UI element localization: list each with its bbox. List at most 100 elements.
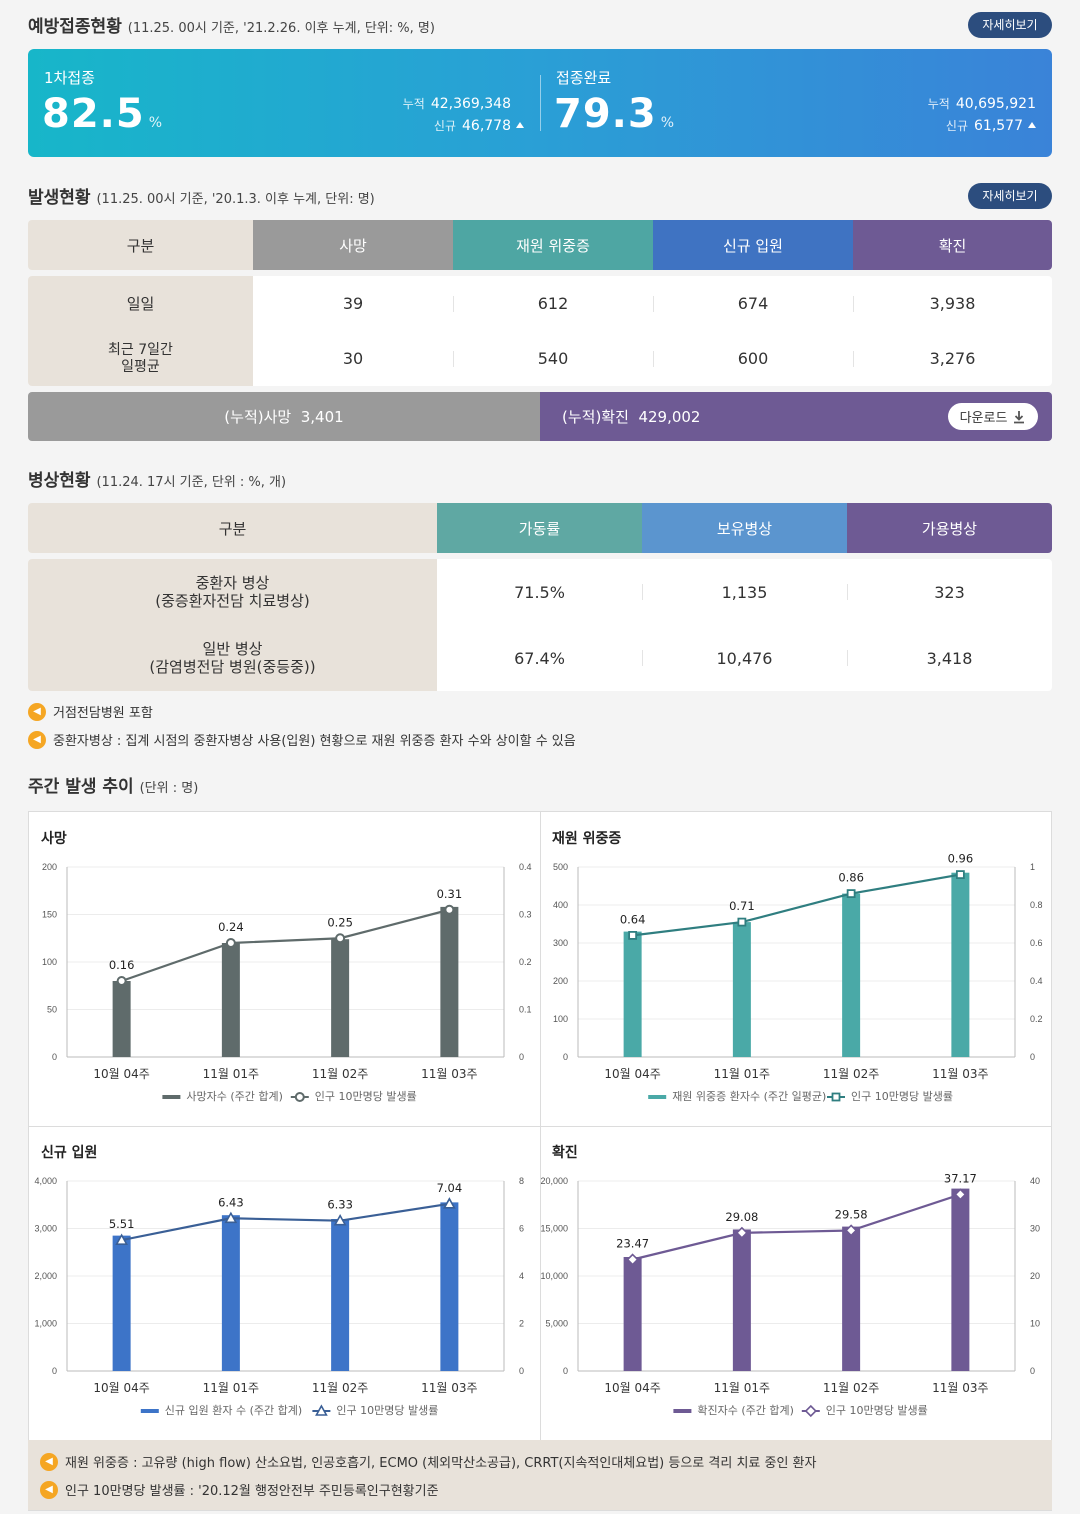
rate-marker xyxy=(315,1404,328,1416)
rate-line xyxy=(121,908,450,983)
new-value: 46,778 xyxy=(462,118,511,134)
y2-tick-label: 6 xyxy=(519,1224,524,1234)
vaccination-subtitle: (11.25. 00시 기준, '21.2.26. 이후 누계, 단위: %, … xyxy=(127,21,435,36)
legend-swatch-bar xyxy=(140,1409,159,1413)
row-label-daily: 일일 xyxy=(28,276,253,331)
y-tick-label: 0 xyxy=(563,1366,568,1376)
y-tick-label: 500 xyxy=(553,862,568,872)
beds-note-1: ◀ 거점전담병원 포함 xyxy=(28,702,153,721)
occurrence-title-text: 발생현황 xyxy=(28,188,91,208)
new-value: 61,577 xyxy=(974,118,1023,134)
legend-label: 신규 입원 환자 수 (주간 합계) xyxy=(165,1404,302,1417)
header-category: 구분 xyxy=(28,220,253,270)
beds-title-text: 병상현황 xyxy=(28,471,91,491)
cell-held-beds: 1,135 xyxy=(642,559,847,625)
table-row: 일반 병상 (감염병전담 병원(중등중)) 67.4% 10,476 3,418 xyxy=(28,625,1052,691)
bar xyxy=(623,931,642,1057)
x-tick-label: 11월 02주 xyxy=(823,1067,879,1081)
legend-label: 인구 10만명당 발생률 xyxy=(826,1404,928,1417)
download-button[interactable]: 다운로드 xyxy=(948,403,1038,430)
y-tick-label: 200 xyxy=(553,976,568,986)
rate-marker xyxy=(831,1092,841,1102)
cell-utilization: 71.5% xyxy=(514,582,565,602)
table-row: 최근 7일간 일평균 30 540 600 3,276 xyxy=(28,331,1052,386)
full-dose-label: 접종완료 xyxy=(556,69,612,87)
y2-tick-label: 0.4 xyxy=(519,862,532,872)
y2-tick-label: 8 xyxy=(519,1176,524,1186)
first-dose-cumulative: 누적 42,369,348 xyxy=(403,95,524,112)
cell-held-beds: 10,476 xyxy=(642,625,847,691)
y2-tick-label: 2 xyxy=(519,1319,524,1329)
y2-tick-label: 0.6 xyxy=(1030,938,1043,948)
rate-marker xyxy=(116,976,127,986)
y2-tick-label: 4 xyxy=(519,1271,524,1281)
rate-marker xyxy=(333,1214,347,1226)
header-severe: 재원 위중증 xyxy=(453,220,653,270)
legend-label: 인구 10만명당 발생률 xyxy=(336,1404,438,1417)
table-row: 중환자 병상 (중증환자전담 치료병상) 71.5% 1,135 323 xyxy=(28,559,1052,625)
y2-tick-label: 0.4 xyxy=(1030,976,1043,986)
up-arrow-icon xyxy=(1028,122,1036,128)
bar xyxy=(623,1257,642,1371)
first-dose-rate-value: 82.5 xyxy=(42,91,145,137)
y-tick-label: 0 xyxy=(52,1052,57,1062)
rate-marker xyxy=(737,917,747,927)
chart-title: 사망 xyxy=(41,831,67,847)
cumulative-value: 40,695,921 xyxy=(955,96,1036,112)
new-key: 신규 xyxy=(945,119,968,133)
x-tick-label: 10월 04주 xyxy=(604,1067,660,1081)
data-label: 5.51 xyxy=(109,1217,135,1231)
data-label: 0.71 xyxy=(729,899,755,913)
x-tick-label: 11월 03주 xyxy=(932,1381,988,1395)
data-label: 0.96 xyxy=(948,852,974,866)
chart-title: 재원 위중증 xyxy=(552,831,622,847)
y2-tick-label: 0.8 xyxy=(1030,900,1043,910)
cell-admission: 600 xyxy=(653,331,853,386)
data-label: 0.64 xyxy=(620,912,646,926)
beds-table-body: 중환자 병상 (중증환자전담 치료병상) 71.5% 1,135 323 일반 … xyxy=(28,559,1052,691)
rate-marker xyxy=(115,1233,128,1245)
header-admission: 신규 입원 xyxy=(653,220,853,270)
occurrence-detail-button[interactable]: 자세히보기 xyxy=(968,183,1052,209)
data-label: 29.58 xyxy=(835,1207,868,1221)
up-arrow-icon xyxy=(516,122,524,128)
rate-marker xyxy=(954,1188,967,1201)
first-dose-new: 신규 46,778 xyxy=(434,117,524,134)
bar xyxy=(112,1235,131,1371)
y2-tick-label: 1 xyxy=(1030,862,1035,872)
legend-swatch-bar xyxy=(162,1095,181,1099)
full-dose-panel: 접종완료 79.3% 누적 40,695,921 신규 61,577 xyxy=(540,49,1052,157)
y-tick-label: 15,000 xyxy=(540,1224,568,1234)
x-tick-label: 11월 02주 xyxy=(312,1381,368,1395)
legend-label: 인구 10만명당 발생률 xyxy=(315,1090,417,1103)
data-label: 0.25 xyxy=(327,915,353,929)
speaker-icon: ◀ xyxy=(40,1480,58,1499)
cumulative-confirmed: (누적)확진 429,002 xyxy=(562,408,701,426)
y-tick-label: 150 xyxy=(42,910,57,920)
x-tick-label: 11월 01주 xyxy=(203,1067,259,1081)
y-tick-label: 300 xyxy=(553,938,568,948)
bar xyxy=(221,943,240,1057)
beds-note-text: 중환자병상 : 집계 시점의 중환자병상 사용(입원) 현황으로 재원 위중증 … xyxy=(53,734,576,749)
row-label-general: 일반 병상 (감염병전담 병원(중등중)) xyxy=(28,625,437,691)
footnote-text: 인구 10만명당 발생률 : '20.12월 행정안전부 주민등록인구현황기준 xyxy=(65,1484,439,1499)
beds-subtitle: (11.24. 17시 기준, 단위 : %, 개) xyxy=(96,475,287,490)
y2-tick-label: 0.3 xyxy=(519,910,532,920)
y2-tick-label: 20 xyxy=(1030,1271,1040,1281)
rate-marker xyxy=(626,1253,639,1266)
x-tick-label: 11월 03주 xyxy=(421,1067,477,1081)
x-tick-label: 10월 04주 xyxy=(604,1381,660,1395)
data-label: 0.31 xyxy=(437,887,463,901)
cell-available-beds: 3,418 xyxy=(847,625,1052,691)
rate-line xyxy=(121,1202,450,1242)
speaker-icon: ◀ xyxy=(40,1452,58,1471)
chart-death: 사망 0 50 100 150 200 0 0.1 0.2 0.3 0.4 10월 04주 11월 0… xyxy=(29,812,541,1127)
cell-severe: 612 xyxy=(453,276,653,331)
y-tick-label: 0 xyxy=(563,1052,568,1062)
vaccination-title: 예방접종현황 (11.25. 00시 기준, '21.2.26. 이후 누계, … xyxy=(28,12,435,37)
rate-marker xyxy=(846,889,856,898)
cumulative-bar: (누적)사망 3,401 (누적)확진 429,002 다운로드 xyxy=(28,392,1052,441)
rate-marker xyxy=(225,938,236,948)
chart-title: 확진 xyxy=(552,1145,578,1161)
vaccination-detail-button[interactable]: 자세히보기 xyxy=(968,12,1052,38)
